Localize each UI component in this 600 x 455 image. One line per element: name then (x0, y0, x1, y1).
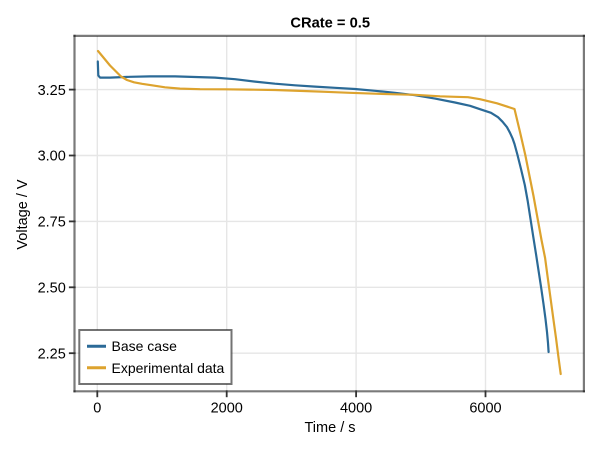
svg-text:2000: 2000 (211, 400, 243, 416)
svg-text:3.00: 3.00 (38, 149, 66, 165)
svg-text:Time / s: Time / s (304, 420, 355, 436)
svg-text:6000: 6000 (469, 400, 501, 416)
svg-text:Voltage / V: Voltage / V (15, 179, 31, 249)
svg-text:CRate = 0.5: CRate = 0.5 (290, 15, 370, 31)
svg-text:Experimental data: Experimental data (112, 360, 225, 376)
svg-text:Base case: Base case (112, 338, 178, 354)
svg-text:4000: 4000 (340, 400, 372, 416)
svg-text:0: 0 (93, 400, 101, 416)
svg-text:2.75: 2.75 (38, 215, 66, 231)
svg-text:2.25: 2.25 (38, 346, 66, 362)
svg-text:3.25: 3.25 (38, 83, 66, 99)
svg-text:2.50: 2.50 (38, 281, 66, 297)
